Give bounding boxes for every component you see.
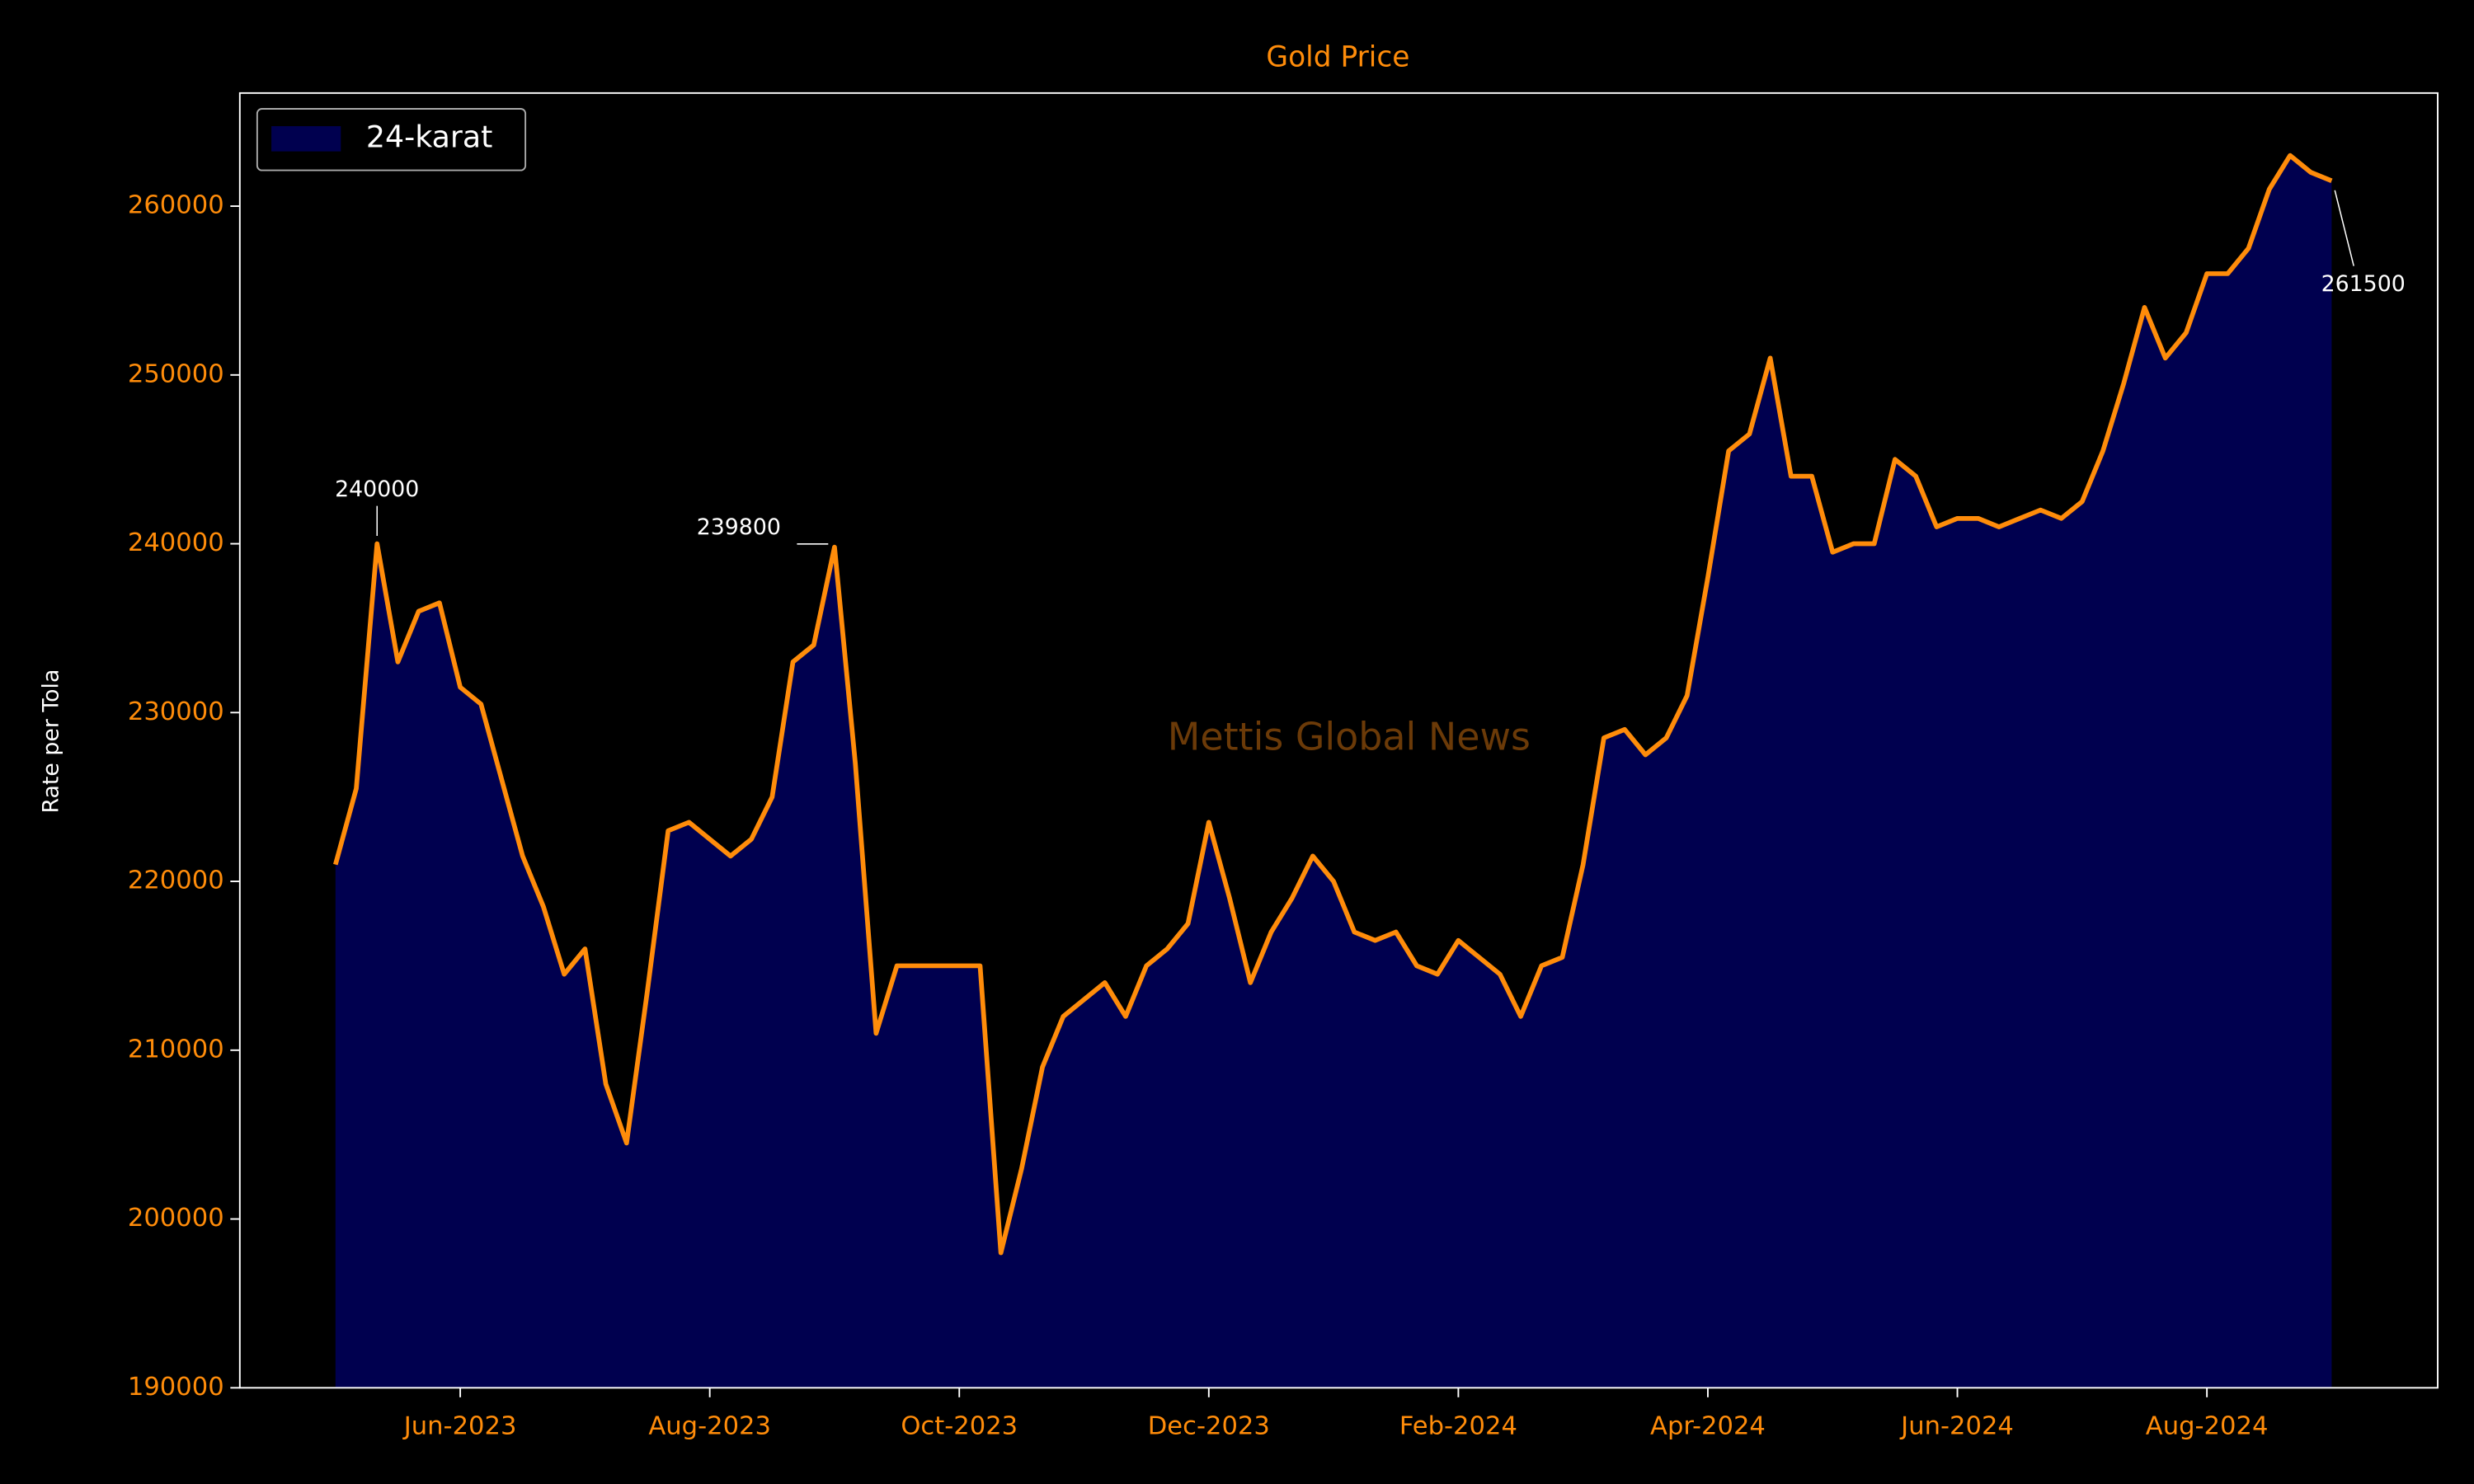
y-axis-label: Rate per Tola (39, 669, 64, 814)
y-tick-label: 220000 (128, 866, 224, 895)
x-tick-label: Dec-2023 (1148, 1412, 1270, 1441)
watermark: Mettis Global News (1168, 715, 1531, 759)
y-tick-label: 190000 (128, 1373, 224, 1402)
y-tick-label: 210000 (128, 1035, 224, 1064)
x-tick-label: Jun-2024 (1899, 1412, 2014, 1441)
x-tick-label: Oct-2023 (901, 1412, 1018, 1441)
y-tick-label: 240000 (128, 528, 224, 557)
chart-title: Gold Price (1266, 40, 1409, 73)
y-tick-label: 250000 (128, 359, 224, 388)
x-tick-label: Aug-2023 (648, 1412, 771, 1441)
annotation: 240000 (335, 477, 419, 502)
y-tick-label: 230000 (128, 697, 224, 726)
annotation: 261500 (2321, 271, 2406, 297)
x-tick-label: Aug-2024 (2146, 1412, 2269, 1441)
legend-label: 24-karat (366, 119, 492, 154)
legend: 24-karat (256, 108, 527, 171)
annotation: 239800 (697, 514, 781, 540)
legend-swatch (271, 126, 341, 152)
x-tick-label: Apr-2024 (1650, 1412, 1766, 1441)
y-tick-label: 260000 (128, 191, 224, 220)
axes-frame (238, 92, 2439, 1389)
line (333, 153, 2333, 1256)
x-tick-label: Jun-2023 (402, 1412, 517, 1441)
y-tick-label: 200000 (128, 1204, 224, 1233)
area (335, 155, 2332, 1388)
annotation-arrow (2334, 190, 2354, 266)
x-tick-label: Feb-2024 (1399, 1412, 1517, 1441)
legend-box (256, 108, 527, 171)
